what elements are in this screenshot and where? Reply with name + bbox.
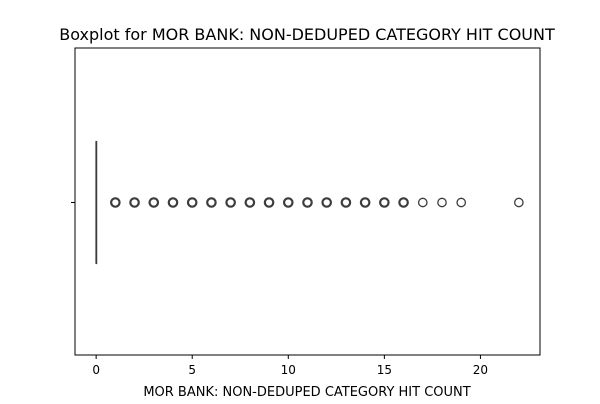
x-axis-ticks: 0 5 10 15 20: [92, 355, 488, 377]
outlier-point: [456, 197, 467, 208]
outlier-point: [167, 197, 179, 208]
x-tick-label: 0: [92, 363, 100, 377]
box-group: [95, 140, 98, 265]
chart-title: Boxplot for MOR BANK: NON-DEDUPED CATEGO…: [59, 25, 555, 44]
outlier-point: [398, 197, 409, 208]
outlier-point: [359, 197, 371, 208]
x-tick-label: 5: [188, 363, 196, 377]
x-tick-label: 20: [473, 363, 488, 377]
outlier-point: [379, 197, 390, 208]
outlier-point: [148, 197, 160, 208]
outlier-point: [340, 197, 352, 208]
outlier-point: [437, 197, 447, 208]
outlier-point: [417, 197, 428, 208]
x-axis-label: MOR BANK: NON-DEDUPED CATEGORY HIT COUNT: [143, 385, 470, 400]
outlier-point: [110, 197, 121, 208]
outlier-point: [186, 197, 198, 208]
outlier-point: [302, 197, 313, 208]
outlier-point: [321, 197, 333, 208]
outlier-point: [244, 197, 256, 208]
outlier-point: [263, 197, 275, 208]
outlier-point: [206, 197, 217, 208]
plot-frame: [74, 47, 541, 356]
x-tick-label: 10: [281, 363, 296, 377]
outlier-point: [282, 197, 294, 208]
outliers-group: [110, 197, 524, 208]
outlier-point: [129, 197, 140, 208]
x-tick-label: 15: [377, 363, 392, 377]
outlier-point: [514, 197, 524, 208]
outlier-point: [225, 197, 236, 208]
